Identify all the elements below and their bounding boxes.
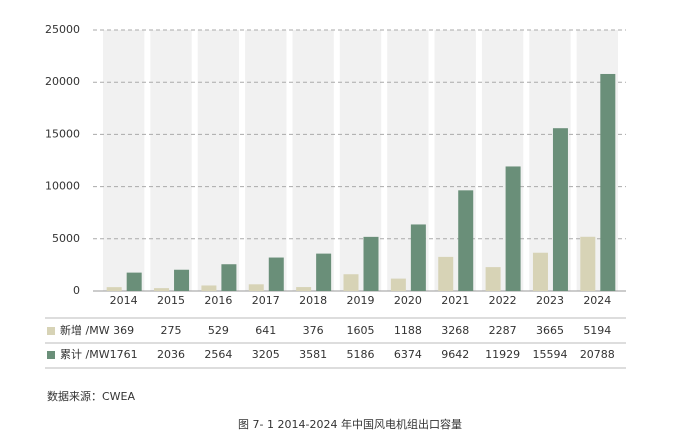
y-tick-label: 5000 [52,232,80,245]
bar [410,224,426,291]
legend-label: 新增 /MW [60,323,110,337]
table-value: 2564 [204,348,232,361]
x-tick-label: 2014 [110,294,138,307]
table-value: 376 [303,324,324,337]
x-tick-label: 2020 [394,294,422,307]
x-tick-label: 2015 [157,294,185,307]
category-stripe [245,30,287,291]
bar [552,128,568,291]
bar [532,252,548,291]
table-value: 1188 [394,324,422,337]
category-stripe [292,30,334,291]
table-value: 3205 [252,348,280,361]
category-stripe [197,30,240,291]
source-note: 数据来源：CWEA [47,389,136,403]
table-value: 369 [113,324,134,337]
bar [390,278,406,291]
x-tick-label: 2017 [252,294,280,307]
chart-caption: 图 7- 1 2014-2024 年中国风电机组出口容量 [238,417,462,431]
bar [505,166,521,291]
bar [154,288,170,291]
table-value: 9642 [441,348,469,361]
table-value: 1761 [110,348,138,361]
bar [174,269,190,291]
table-value: 5186 [347,348,375,361]
y-tick-label: 0 [73,284,80,297]
x-tick-label: 2016 [204,294,232,307]
bar [126,272,142,291]
bar [485,267,501,291]
x-tick-label: 2024 [583,294,611,307]
table-value: 1605 [347,324,375,337]
table-value: 2036 [157,348,185,361]
bar [438,256,454,291]
table-value: 15594 [532,348,567,361]
x-tick-label: 2022 [489,294,517,307]
bar [268,257,284,291]
table-value: 641 [255,324,276,337]
table-value: 5194 [583,324,611,337]
table-value: 275 [161,324,182,337]
bar [201,285,217,291]
bar [600,73,616,291]
bar [248,284,264,291]
table-value: 3665 [536,324,564,337]
table-value: 11929 [485,348,520,361]
y-tick-label: 20000 [45,75,80,88]
y-tick-label: 25000 [45,23,80,36]
table-value: 2287 [489,324,517,337]
table-value: 3581 [299,348,327,361]
table-value: 529 [208,324,229,337]
bar [363,236,379,291]
bar [343,274,359,291]
category-stripe [103,30,145,291]
bar [580,236,596,291]
category-stripe [150,30,192,291]
legend-swatch [47,327,55,335]
x-tick-label: 2021 [441,294,469,307]
bar [458,190,474,291]
x-tick-label: 2018 [299,294,327,307]
x-tick-label: 2019 [347,294,375,307]
bar [106,287,122,291]
table-value: 3268 [441,324,469,337]
y-tick-label: 15000 [45,127,80,140]
legend-swatch [47,351,55,359]
legend-label: 累计 /MW [60,348,110,361]
y-tick-label: 10000 [45,180,80,193]
bar [316,253,332,291]
bar [296,287,312,291]
bar [221,264,237,291]
x-tick-label: 2023 [536,294,564,307]
table-value: 20788 [580,348,615,361]
table-value: 6374 [394,348,422,361]
